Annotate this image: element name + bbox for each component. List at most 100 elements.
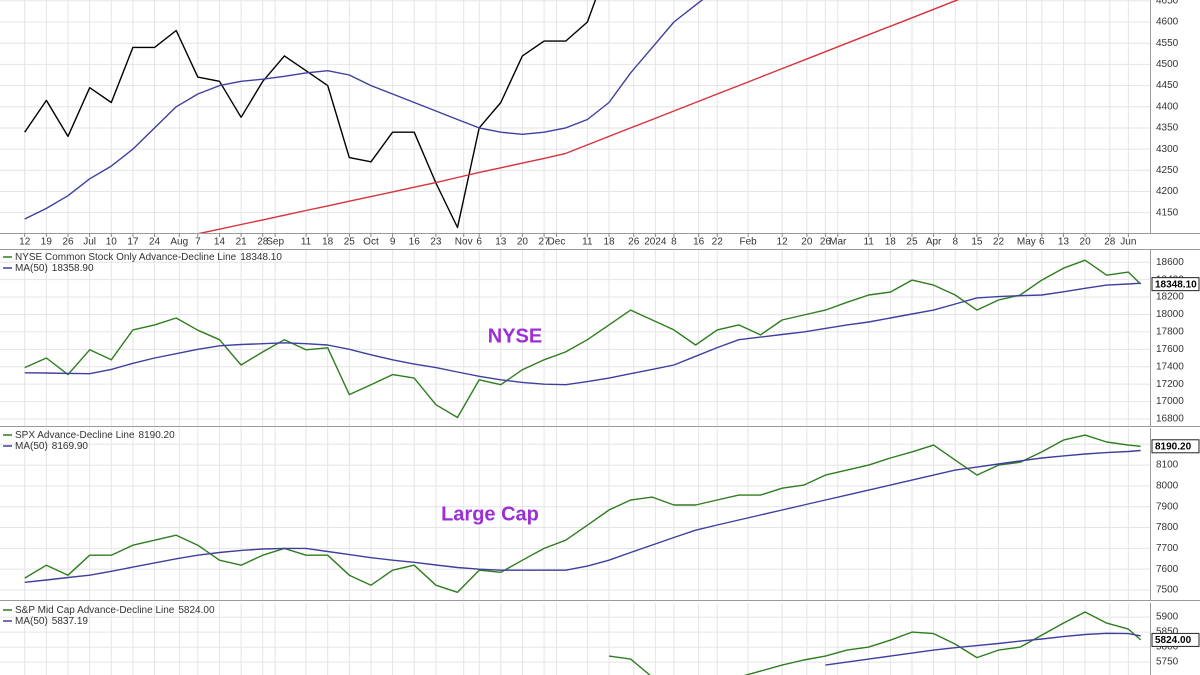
x-tick-label: 18 xyxy=(322,237,334,248)
x-tick-label: Mar xyxy=(829,237,847,248)
x-tick-label: 9 xyxy=(390,237,396,248)
x-tick-label: 28 xyxy=(1104,237,1116,248)
legend-name: MA(50) xyxy=(15,441,48,452)
legend-entry: MA(50) 18358.90 xyxy=(15,263,94,274)
x-tick-label: Dec xyxy=(548,237,566,248)
series-line xyxy=(24,0,597,229)
y-tick-label: 17800 xyxy=(1156,327,1184,338)
series-line xyxy=(24,434,1141,593)
y-tick-label: 8100 xyxy=(1156,460,1179,471)
y-tick-label: 17200 xyxy=(1156,379,1184,390)
y-tick-label: 5900 xyxy=(1156,612,1179,623)
legend-value: 8169.90 xyxy=(52,441,89,452)
x-tick-label: Feb xyxy=(740,237,758,248)
x-tick-label: 16 xyxy=(693,237,705,248)
annotation: NYSE xyxy=(488,325,542,347)
x-tick-label: 11 xyxy=(582,237,593,248)
series-line xyxy=(24,282,1141,386)
legend-name: MA(50) xyxy=(15,616,48,627)
legend-value: 5824.00 xyxy=(178,605,215,616)
y-tick-label: 4550 xyxy=(1156,38,1179,49)
x-tick-label: 2024 xyxy=(644,237,667,248)
value-box xyxy=(1151,277,1200,292)
y-tick-label: 18000 xyxy=(1156,309,1184,320)
series-line xyxy=(198,0,960,233)
y-tick-label: 17000 xyxy=(1156,396,1184,407)
legend-name: S&P Mid Cap Advance-Decline Line xyxy=(15,605,175,616)
value-box xyxy=(1151,439,1200,454)
series-line xyxy=(825,632,1141,666)
y-tick-label: 16800 xyxy=(1156,414,1184,425)
legend-entry: MA(50) 8169.90 xyxy=(15,441,88,452)
panel-series xyxy=(24,259,1142,419)
x-tick-label: Jun xyxy=(1120,237,1136,248)
legend-value: 8190.20 xyxy=(139,430,176,441)
legend-entry: MA(50) 5837.19 xyxy=(15,616,88,627)
series-line xyxy=(608,611,1142,675)
y-tick-label: 4500 xyxy=(1156,59,1179,70)
x-tick-label: 12 xyxy=(777,237,789,248)
y-tick-label: 7500 xyxy=(1156,585,1179,596)
x-tick-label: 25 xyxy=(906,237,918,248)
y-tick-label: 7900 xyxy=(1156,501,1179,512)
x-tick-label: 19 xyxy=(41,237,53,248)
legend-entry: SPX Advance-Decline Line 8190.20 xyxy=(15,430,175,441)
legend-name: SPX Advance-Decline Line xyxy=(15,430,135,441)
y-tick-label: 7700 xyxy=(1156,543,1179,554)
legend-name: MA(50) xyxy=(15,263,48,274)
y-tick-label: 4650 xyxy=(1156,0,1179,6)
y-tick-label: 17400 xyxy=(1156,361,1184,372)
x-tick-label: 14 xyxy=(214,237,226,248)
x-tick-label: 18 xyxy=(885,237,897,248)
x-tick-label: 18 xyxy=(603,237,615,248)
x-tick-label: 12 xyxy=(19,237,31,248)
panel-grid xyxy=(0,603,1150,675)
x-tick-label: Aug xyxy=(170,237,188,248)
y-tick-label: 4400 xyxy=(1156,101,1179,112)
series-line xyxy=(24,449,1141,583)
x-tick-label: 15 xyxy=(971,237,983,248)
y-tick-label: 4150 xyxy=(1156,207,1179,218)
y-tick-label: 17600 xyxy=(1156,344,1184,355)
x-tick-label: 8 xyxy=(671,237,677,248)
panel-series xyxy=(24,0,960,233)
panel-grid xyxy=(0,0,1150,233)
x-tick-label: 28 xyxy=(257,237,269,248)
y-tick-label: 4350 xyxy=(1156,123,1179,134)
x-tick-label: 26 xyxy=(62,237,74,248)
x-tick-label: May xyxy=(1017,237,1036,248)
y-tick-label: 4250 xyxy=(1156,165,1179,176)
x-tick-label: 26 xyxy=(820,237,832,248)
x-tick-label: 26 xyxy=(628,237,640,248)
x-tick-label: 10 xyxy=(106,237,118,248)
y-tick-label: 7600 xyxy=(1156,564,1179,575)
legend-value: 18348.10 xyxy=(240,252,282,263)
value-box xyxy=(1151,632,1200,647)
y-tick-label: 4300 xyxy=(1156,144,1179,155)
series-line xyxy=(24,0,704,220)
y-tick-label: 4600 xyxy=(1156,17,1179,28)
x-tick-label: 11 xyxy=(301,237,312,248)
x-tick-label: 22 xyxy=(993,237,1005,248)
legend-value: 18358.90 xyxy=(52,263,94,274)
x-tick-label: Apr xyxy=(926,237,942,248)
x-tick-label: 16 xyxy=(409,237,421,248)
x-tick-label: 20 xyxy=(517,237,529,248)
panel-grid xyxy=(0,250,1150,426)
panel-series xyxy=(24,434,1141,593)
legend-entry: NYSE Common Stock Only Advance-Decline L… xyxy=(15,252,282,263)
x-tick-label: 20 xyxy=(1080,237,1092,248)
x-tick-label: 7 xyxy=(195,237,201,248)
x-tick-label: 8 xyxy=(952,237,958,248)
value-box-label: 8190.20 xyxy=(1155,441,1192,452)
x-tick-label: 20 xyxy=(801,237,813,248)
legend-value: 5837.19 xyxy=(52,616,89,627)
x-tick-label: 23 xyxy=(430,237,442,248)
x-tick-label: Oct xyxy=(363,237,379,248)
x-tick-label: Nov xyxy=(455,237,473,248)
legend-entry: S&P Mid Cap Advance-Decline Line 5824.00 xyxy=(15,605,215,616)
value-box-label: 5824.00 xyxy=(1155,635,1192,646)
